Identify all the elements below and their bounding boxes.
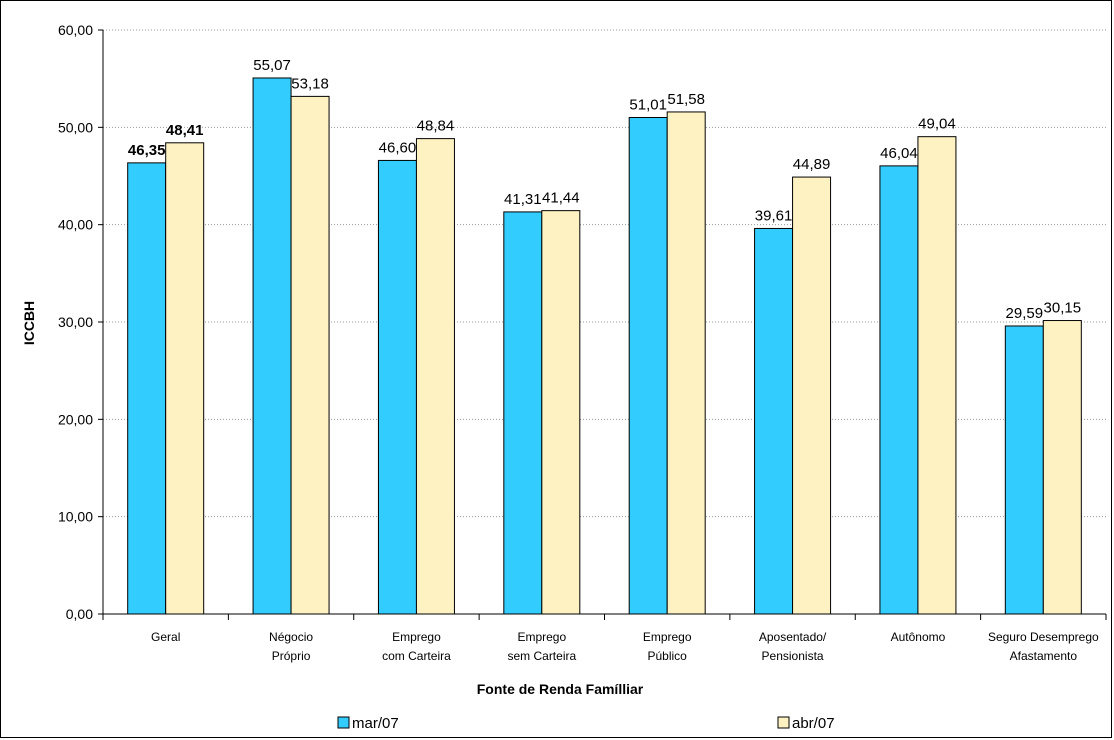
y-tick-label: 50,00: [58, 119, 93, 135]
data-label: 41,44: [542, 190, 580, 207]
data-label: 46,60: [379, 139, 417, 156]
y-tick-label: 30,00: [58, 314, 93, 330]
data-label: 44,89: [793, 156, 831, 173]
bar-mar07: [377, 159, 417, 615]
x-tick-label: Emprego: [643, 630, 692, 644]
x-tick-label: Próprio: [272, 649, 311, 663]
data-label: 39,61: [755, 207, 793, 224]
legend-swatch: [337, 716, 350, 729]
x-tick-labels: Geral Négocio Próprio Emprego com Carteira Em…: [151, 630, 1099, 663]
data-label: 48,41: [166, 122, 204, 139]
x-tick-label: Geral: [151, 630, 180, 644]
legend-label: abr/07: [792, 715, 835, 732]
y-tick-label: 40,00: [58, 217, 93, 233]
bar-mar07: [1004, 325, 1044, 615]
bar-mar07: [754, 227, 794, 615]
bar-abr07: [792, 176, 832, 615]
x-axis-title: Fonte de Renda Famílliar: [477, 681, 644, 697]
data-label: 30,15: [1044, 300, 1082, 317]
data-label: 46,04: [880, 145, 918, 162]
bar-mar07: [879, 165, 919, 615]
legend: mar/07 abr/07: [337, 715, 835, 732]
data-label: 29,59: [1006, 305, 1044, 322]
x-tick-label: Aposentado/: [759, 630, 827, 644]
bar-mar07: [127, 162, 167, 615]
y-tick-label: 20,00: [58, 411, 93, 427]
bar-abr07: [541, 210, 581, 615]
x-tick-label: Pensionista: [762, 649, 824, 663]
bar-abr07: [165, 142, 205, 615]
y-tick-label: 0,00: [66, 606, 93, 622]
x-tick-label: Seguro Desemprego: [988, 630, 1099, 644]
y-axis-title: ICCBH: [21, 301, 37, 345]
x-tick-label: Afastamento: [1010, 649, 1078, 663]
x-tick-label: sem Carteira: [507, 649, 576, 663]
x-tick-label: Autônomo: [891, 630, 946, 644]
bar-abr07: [290, 95, 330, 615]
y-tick-label: 60,00: [58, 22, 93, 38]
x-tick-label: Emprego: [517, 630, 566, 644]
legend-label: mar/07: [352, 715, 399, 732]
data-label: 53,18: [291, 75, 329, 92]
bars: [127, 77, 1082, 615]
x-tick-label: com Carteira: [382, 649, 451, 663]
bar-abr07: [917, 136, 957, 615]
bar-mar07: [252, 77, 292, 615]
x-tick-label: Emprego: [392, 630, 441, 644]
data-label: 48,84: [417, 118, 455, 135]
x-tick-label: Négocio: [269, 630, 313, 644]
data-label: 41,31: [504, 191, 542, 208]
gridlines: [103, 29, 1106, 518]
data-label: 51,01: [629, 97, 667, 114]
bar-abr07: [415, 138, 455, 615]
y-tick-label: 10,00: [58, 509, 93, 525]
data-label: 51,58: [667, 91, 705, 108]
data-label: 46,35: [128, 142, 166, 159]
data-label: 55,07: [253, 57, 291, 74]
bar-abr07: [1042, 320, 1082, 615]
bar-abr07: [666, 111, 706, 615]
bar-mar07: [503, 211, 543, 615]
y-tick-labels: 0,00 10,00 20,00 30,00 40,00 50,00 60,00: [58, 22, 93, 622]
x-tick-label: Público: [648, 649, 688, 663]
data-label: 49,04: [918, 116, 956, 133]
bar-mar07: [628, 117, 668, 615]
legend-swatch: [777, 716, 790, 729]
